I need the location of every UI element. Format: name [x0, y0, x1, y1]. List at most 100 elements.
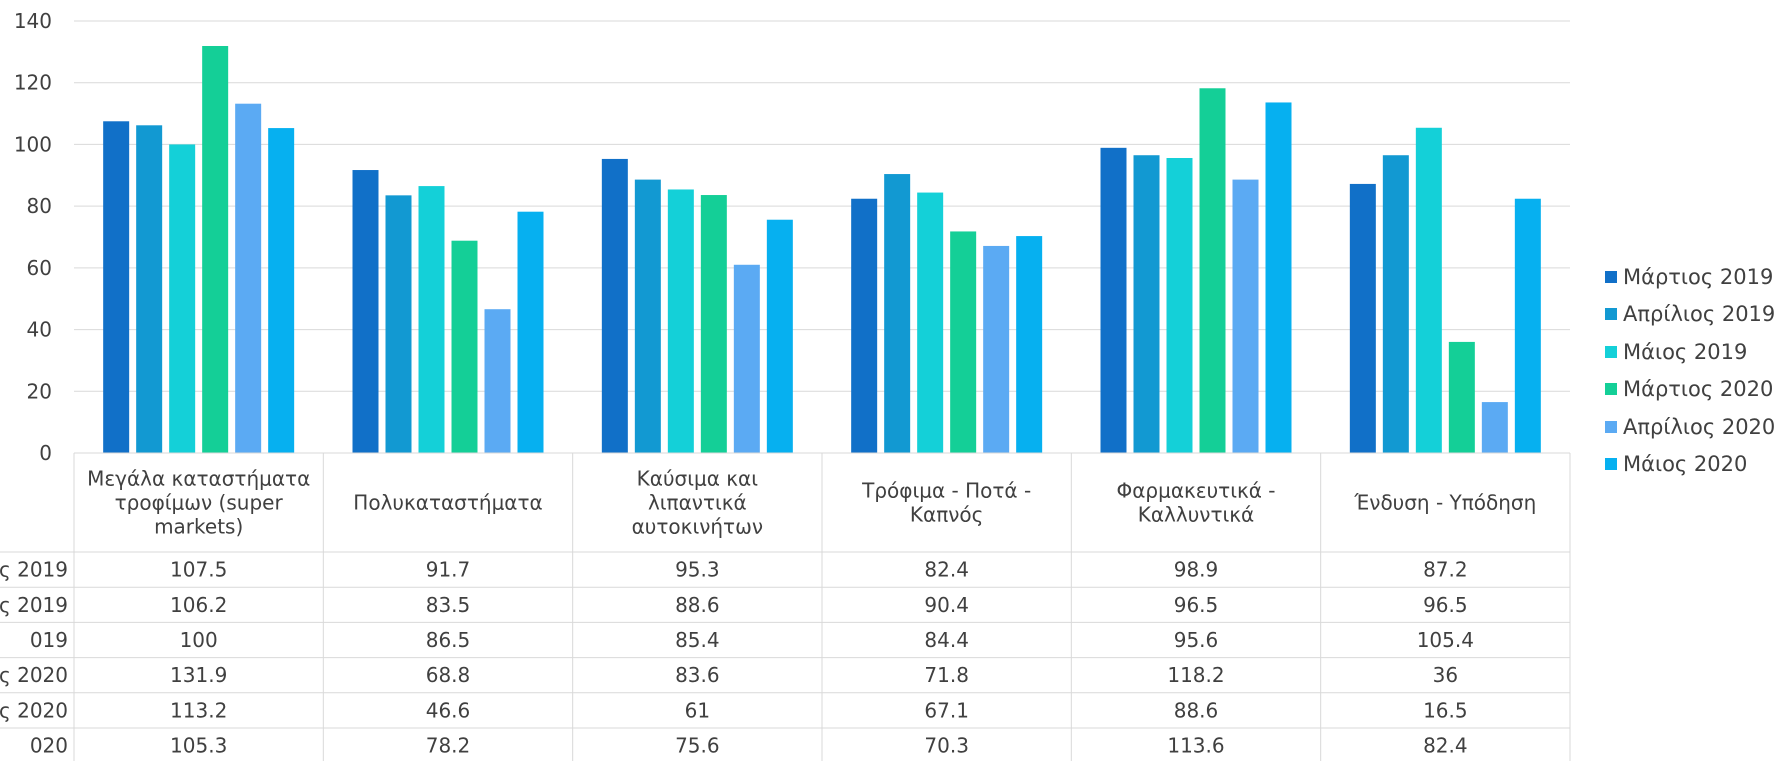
bar — [601, 158, 628, 453]
bar — [103, 121, 130, 454]
legend-swatch — [1605, 458, 1617, 471]
legend-item: Μάρτιος 2020 — [1605, 371, 1775, 409]
table-cell-value: 36 — [1433, 663, 1458, 687]
legend-swatch — [1605, 345, 1617, 358]
bar — [884, 174, 911, 453]
bar — [451, 240, 478, 453]
bar — [1349, 183, 1376, 453]
legend-label: Απρίλιος 2020 — [1623, 414, 1776, 439]
table-cell-value: 70.3 — [924, 734, 969, 758]
bar — [1448, 341, 1475, 453]
y-tick-label: 60 — [27, 256, 52, 280]
category-label: Ένδυση - Υπόδηση — [1353, 491, 1536, 515]
bar — [268, 128, 295, 453]
data-table: Μεγάλα καταστήματα τροφίμων (super markets… — [0, 452, 1571, 761]
table-cell-value: 88.6 — [1174, 698, 1219, 722]
bar — [202, 45, 229, 453]
legend-label: Μάρτιος 2020 — [1623, 377, 1774, 402]
category-label: Μεγάλα καταστήματα τροφίμων (super markets… — [87, 467, 310, 539]
table-row-label: 019 — [30, 628, 68, 652]
table-row-label: ς 2020 — [0, 663, 68, 687]
bar — [667, 189, 694, 454]
table-cell-value: 78.2 — [426, 734, 471, 758]
bar — [950, 231, 977, 453]
table-cell-value: 95.3 — [675, 558, 720, 582]
table-cell-value: 84.4 — [924, 628, 969, 652]
table-cell-value: 106.2 — [170, 593, 227, 617]
y-tick-label: 140 — [14, 9, 52, 33]
bar — [1481, 402, 1508, 453]
table-cell-value: 100 — [180, 628, 218, 652]
table-cell-value: 16.5 — [1423, 698, 1468, 722]
legend-swatch — [1605, 420, 1617, 433]
y-tick-label: 20 — [27, 379, 52, 403]
legend-item: Μάρτιος 2019 — [1605, 258, 1775, 296]
bar — [1199, 88, 1226, 454]
table-row-label: ς 2019 — [0, 593, 68, 617]
legend-swatch — [1605, 308, 1617, 321]
bar — [766, 219, 793, 453]
table-cell-value: 85.4 — [675, 628, 720, 652]
bar — [1016, 236, 1043, 453]
table-cell-value: 96.5 — [1423, 593, 1468, 617]
legend: Μάρτιος 2019 Απρίλιος 2019 Μάιος 2019 Μάρτι… — [1605, 258, 1775, 483]
table-cell-value: 87.2 — [1423, 558, 1468, 582]
table-row-label: 020 — [30, 734, 68, 758]
table-cell-value: 96.5 — [1174, 593, 1219, 617]
table-cell-value: 95.6 — [1174, 628, 1219, 652]
bar — [851, 198, 878, 453]
table-cell-value: 105.4 — [1417, 628, 1474, 652]
category-label: Φαρμακευτικά -Καλλυντικά — [1116, 479, 1275, 527]
table-cell-value: 46.6 — [426, 698, 471, 722]
table-cell-value: 113.6 — [1167, 734, 1224, 758]
y-axis-tick-labels: 0 20 40 60 80 100 120 140 — [14, 9, 52, 465]
bar — [1415, 127, 1442, 453]
table-cell-value: 86.5 — [426, 628, 471, 652]
grid-lines — [74, 20, 1570, 392]
bar — [1382, 155, 1409, 453]
category-label: Καύσιμα και λιπαντικά αυτοκινήτων — [632, 467, 763, 539]
table-cell-value: 82.4 — [924, 558, 969, 582]
bar — [917, 192, 944, 453]
legend-swatch — [1605, 383, 1617, 396]
bars — [103, 45, 1541, 454]
table-row-label: ς 2019 — [0, 558, 68, 582]
table-cell-value: 105.3 — [170, 734, 227, 758]
table-cell-value: 107.5 — [170, 558, 227, 582]
bar — [136, 125, 163, 453]
bar — [385, 195, 412, 454]
y-tick-label: 40 — [27, 318, 52, 342]
bar — [1232, 179, 1259, 453]
table-cell-value: 61 — [685, 698, 710, 722]
y-tick-label: 0 — [39, 441, 52, 465]
table-cell-value: 71.8 — [924, 663, 969, 687]
legend-label: Μάιος 2020 — [1623, 452, 1748, 477]
bar — [733, 264, 760, 453]
category-label: Πολυκαταστήματα — [353, 491, 542, 515]
bar — [1100, 147, 1127, 453]
bar — [352, 170, 379, 454]
table-cell-value: 98.9 — [1174, 558, 1219, 582]
bar — [418, 186, 445, 454]
bar — [235, 103, 262, 453]
bar — [517, 211, 544, 453]
table-cell-value: 75.6 — [675, 734, 720, 758]
table-cell-value: 67.1 — [924, 698, 969, 722]
table-cell-value: 118.2 — [1167, 663, 1224, 687]
table-cell-value: 82.4 — [1423, 734, 1468, 758]
table-row-label: ς 2020 — [0, 698, 68, 722]
y-tick-label: 80 — [27, 194, 52, 218]
y-tick-label: 100 — [14, 132, 52, 156]
legend-item: Μάιος 2019 — [1605, 333, 1775, 371]
bar — [700, 195, 727, 453]
bar — [1166, 158, 1193, 453]
legend-label: Μάρτιος 2019 — [1623, 264, 1774, 289]
legend-label: Απρίλιος 2019 — [1623, 302, 1776, 327]
y-tick-label: 120 — [14, 71, 52, 95]
legend-label: Μάιος 2019 — [1623, 339, 1748, 364]
bar — [484, 309, 511, 453]
table-cell-value: 90.4 — [924, 593, 969, 617]
legend-item: Απρίλιος 2020 — [1605, 408, 1775, 446]
table-cell-value: 131.9 — [170, 663, 227, 687]
